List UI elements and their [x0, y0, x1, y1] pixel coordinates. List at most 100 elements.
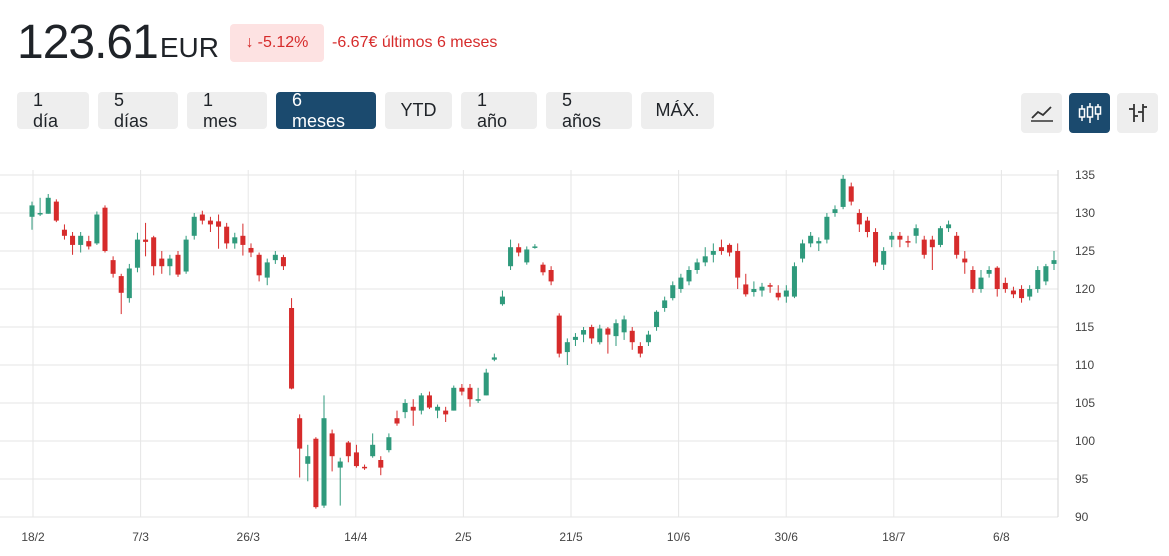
- candle-body: [256, 254, 262, 276]
- candle-body: [994, 267, 1000, 289]
- candle-body: [297, 418, 303, 449]
- range-button-1y[interactable]: 1 año: [461, 90, 537, 131]
- candle-body: [1035, 270, 1041, 289]
- candle-body: [475, 399, 481, 401]
- range-button-ytd[interactable]: YTD: [385, 92, 452, 129]
- candle-body: [516, 247, 522, 253]
- candle-body: [280, 257, 286, 267]
- candle-body: [718, 247, 724, 251]
- candle-body: [654, 311, 660, 327]
- candle-body: [435, 406, 441, 411]
- candle-body: [548, 270, 554, 282]
- candlestick-icon: [1078, 103, 1101, 123]
- candle-body: [1027, 289, 1033, 297]
- candle-body: [70, 235, 76, 245]
- candle-body: [824, 216, 830, 240]
- candle-body: [840, 178, 846, 207]
- candle-body: [305, 456, 311, 464]
- range-button-6m[interactable]: 6 meses: [276, 90, 376, 131]
- candle-body: [329, 433, 335, 457]
- candle-body: [832, 209, 838, 213]
- candle-body: [272, 254, 278, 261]
- candle-body: [694, 262, 700, 270]
- candle-body: [605, 328, 611, 335]
- candle-body: [94, 214, 100, 244]
- candle-body: [386, 437, 392, 451]
- candle-body: [143, 239, 149, 242]
- candle-body: [1019, 289, 1025, 299]
- range-button-5d[interactable]: 5 días: [98, 90, 178, 131]
- ohlc-bars-icon: [1128, 104, 1147, 122]
- line-chart-button[interactable]: [1021, 93, 1062, 133]
- candle-body: [808, 235, 814, 244]
- candle-body: [207, 220, 213, 225]
- candle-body: [313, 438, 319, 508]
- candle-body: [905, 241, 911, 243]
- y-tick-label: 130: [1075, 206, 1095, 220]
- x-tick-label: 18/7: [882, 530, 906, 544]
- candle-body: [134, 239, 140, 268]
- candle-body: [167, 258, 173, 267]
- candle-body: [443, 410, 449, 415]
- candle-body: [848, 186, 854, 202]
- candle-body: [637, 346, 643, 354]
- percent-change-badge: ↓ -5.12%: [230, 24, 324, 62]
- candle-body: [686, 270, 692, 282]
- candle-body: [572, 336, 578, 340]
- candlestick-chart-button[interactable]: [1069, 93, 1110, 133]
- candle-body: [402, 403, 408, 413]
- candle-body: [913, 228, 919, 236]
- y-tick-label: 120: [1075, 282, 1095, 296]
- candle-body: [727, 244, 733, 253]
- x-tick-label: 10/6: [667, 530, 691, 544]
- candle-body: [564, 342, 570, 353]
- y-tick-label: 105: [1075, 396, 1095, 410]
- y-tick-label: 135: [1075, 168, 1095, 182]
- candle-body: [394, 418, 400, 424]
- y-tick-label: 95: [1075, 472, 1089, 486]
- candle-body: [621, 319, 627, 333]
- candle-body: [524, 249, 530, 263]
- candle-body: [78, 235, 84, 245]
- candle-body: [232, 237, 238, 244]
- candle-body: [362, 466, 368, 469]
- candle-body: [183, 239, 189, 272]
- y-tick-label: 125: [1075, 244, 1095, 258]
- candle-body: [816, 241, 822, 244]
- x-tick-label: 18/2: [21, 530, 45, 544]
- arrow-down-icon: ↓: [245, 34, 254, 51]
- candle-body: [289, 308, 295, 389]
- candle-body: [499, 296, 505, 305]
- candle-body: [629, 330, 635, 343]
- candle-body: [678, 277, 684, 289]
- x-tick-label: 2/5: [455, 530, 472, 544]
- range-button-1m[interactable]: 1 mes: [187, 90, 267, 131]
- ohlc-chart-button[interactable]: [1117, 93, 1158, 133]
- candle-body: [1010, 290, 1016, 295]
- candle-body: [710, 251, 716, 255]
- candle-body: [881, 251, 887, 265]
- range-button-max[interactable]: MÁX.: [641, 92, 714, 129]
- candle-body: [175, 254, 181, 275]
- candle-body: [199, 214, 205, 221]
- candle-body: [954, 235, 960, 255]
- candle-body: [426, 395, 432, 408]
- candle-body: [224, 226, 230, 244]
- candle-body: [735, 251, 741, 278]
- candle-body: [118, 276, 124, 293]
- candle-body: [897, 235, 903, 240]
- candle-body: [370, 444, 376, 457]
- candle-body: [151, 237, 157, 267]
- candle-body: [937, 228, 943, 245]
- candle-body: [61, 229, 67, 236]
- candle-body: [702, 256, 708, 263]
- range-button-1d[interactable]: 1 día: [17, 90, 89, 131]
- candle-body: [613, 323, 619, 337]
- candle-body: [191, 216, 197, 236]
- x-tick-label: 30/6: [775, 530, 799, 544]
- candle-body: [970, 270, 976, 289]
- x-tick-label: 7/3: [132, 530, 149, 544]
- y-tick-label: 115: [1075, 320, 1094, 334]
- range-button-5y[interactable]: 5 años: [546, 90, 632, 131]
- candle-body: [946, 224, 952, 229]
